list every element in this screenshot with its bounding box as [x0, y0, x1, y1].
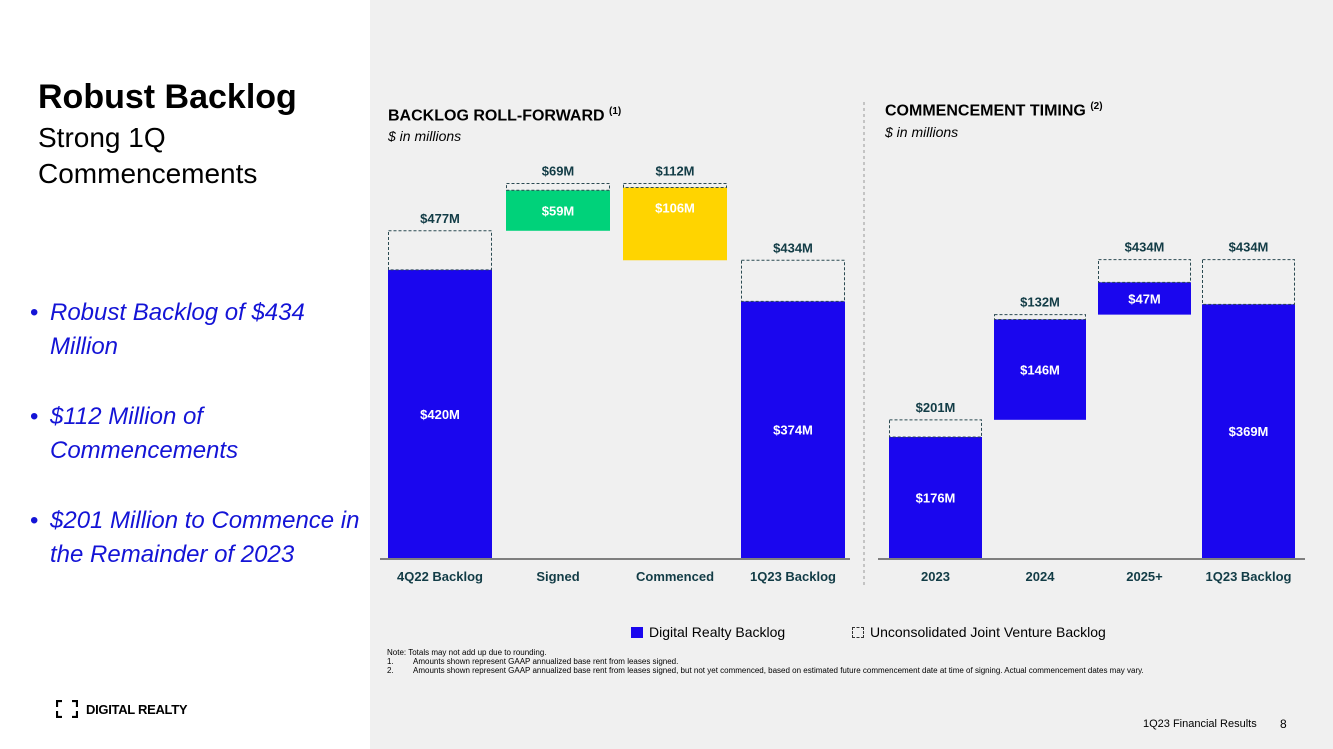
bar-total-label: $69M: [542, 163, 575, 178]
backlog-rollforward-title: BACKLOG ROLL-FORWARD (1): [388, 106, 621, 125]
chart-title-text: COMMENCEMENT TIMING: [885, 102, 1086, 120]
bracket-logo-icon: [56, 700, 78, 718]
category-tick-label: 2024: [1026, 569, 1056, 584]
chart-title-note: (2): [1090, 101, 1103, 112]
jv-bar: [741, 259, 845, 302]
bullet-marker: •: [30, 403, 39, 430]
bullet-text: $201 Million to Commence in the Remainde…: [50, 507, 360, 568]
dlr-bar: [994, 319, 1086, 420]
category-tick-label: 2025+: [1126, 569, 1163, 584]
company-logo: DIGITAL REALTY: [56, 700, 188, 718]
bullet-text: $112 Million of Commencements: [50, 403, 239, 464]
dlr-bar: [1098, 282, 1191, 315]
bar-total-label: $434M: [773, 240, 813, 255]
footnote-row: 1. Amounts shown represent GAAP annualiz…: [387, 657, 1267, 666]
commencement-timing-title: COMMENCEMENT TIMING (2): [885, 101, 1103, 120]
bar-value-label: $420M: [420, 407, 460, 422]
bullet-item: • $201 Million to Commence in the Remain…: [30, 504, 360, 572]
legend-label-dlr: Digital Realty Backlog: [649, 624, 786, 640]
chart-title-note: (1): [609, 106, 622, 117]
bar-total-label: $132M: [1020, 295, 1060, 310]
bar-total-label: $434M: [1125, 240, 1165, 255]
footnote-row: 2. Amounts shown represent GAAP annualiz…: [387, 666, 1267, 675]
category-tick-label: 1Q23 Backlog: [750, 569, 836, 584]
bar-total-label: $477M: [420, 211, 460, 226]
category-tick-label: Signed: [536, 569, 579, 584]
legend-swatch-jv: [852, 626, 864, 638]
bullet-marker: •: [30, 507, 39, 534]
footnote-text: Amounts shown represent GAAP annualized …: [413, 657, 679, 666]
bullet-item: • $112 Million of Commencements: [30, 400, 360, 468]
logo-wordmark: DIGITAL REALTY: [86, 701, 188, 717]
category-tick-label: 2023: [921, 569, 950, 584]
bullet-marker: •: [30, 299, 39, 326]
footer-text: 1Q23 Financial Results: [1143, 718, 1257, 730]
jv-bar: [889, 419, 982, 438]
slide-subtitle: Strong 1Q Commencements: [38, 122, 258, 189]
dlr-bar: [1202, 304, 1295, 558]
commencement-timing-subtitle: $ in millions: [885, 124, 959, 140]
category-tick-label: 1Q23 Backlog: [1206, 569, 1292, 584]
jv-bar: [994, 314, 1086, 320]
bar-value-label: $146M: [1020, 363, 1060, 378]
jv-bar: [506, 182, 610, 191]
bar-total-label: $201M: [916, 400, 956, 415]
bar-value-label: $59M: [542, 203, 575, 218]
dlr-bar: [623, 187, 727, 261]
legend-jv: Unconsolidated Joint Venture Backlog: [852, 624, 1106, 640]
bar-total-label: $112M: [655, 163, 694, 178]
bar-value-label: $106M: [655, 201, 695, 216]
bullet-item: • Robust Backlog of $434 Million: [30, 296, 360, 364]
legend-label-jv: Unconsolidated Joint Venture Backlog: [870, 624, 1106, 640]
bar-value-label: $369M: [1229, 424, 1269, 439]
bar-value-label: $47M: [1128, 291, 1161, 306]
jv-bar: [388, 230, 492, 271]
category-tick-label: 4Q22 Backlog: [397, 569, 483, 584]
footnote-number: 1.: [387, 657, 394, 666]
dlr-bar: [388, 269, 492, 558]
bullet-text: Robust Backlog of $434 Million: [50, 299, 305, 360]
slide-title: Robust Backlog: [38, 78, 297, 116]
footnote-text: Amounts shown represent GAAP annualized …: [413, 666, 1144, 675]
jv-bar: [1098, 259, 1191, 283]
footnote-intro: Note: Totals may not add up due to round…: [387, 648, 547, 657]
legend-dlr: Digital Realty Backlog: [631, 624, 785, 640]
dlr-bar: [506, 190, 610, 231]
backlog-rollforward-subtitle: $ in millions: [388, 128, 462, 144]
bar-value-label: $374M: [773, 423, 813, 438]
footnotes: Note: Totals may not add up due to round…: [387, 648, 1267, 675]
chart-title-text: BACKLOG ROLL-FORWARD: [388, 107, 605, 125]
category-tick-label: Commenced: [636, 569, 714, 584]
bullet-list: • Robust Backlog of $434 Million • $112 …: [30, 296, 360, 608]
jv-bar: [1202, 259, 1295, 305]
jv-bar: [623, 182, 727, 189]
bar-value-label: $176M: [916, 491, 956, 506]
footnote-number: 2.: [387, 666, 394, 675]
dlr-bar: [741, 301, 845, 558]
dlr-bar: [889, 437, 982, 558]
bar-total-label: $434M: [1229, 240, 1269, 255]
page-number: 8: [1280, 717, 1287, 731]
chart-panel-background: [370, 0, 1333, 749]
legend-swatch-dlr: [631, 626, 643, 638]
